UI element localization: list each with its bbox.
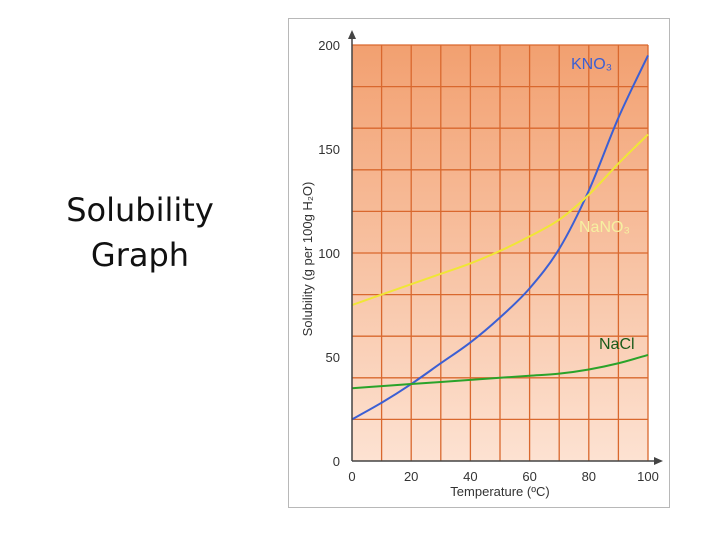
slide-title: Solubility Graph — [40, 188, 240, 278]
axes — [348, 30, 663, 465]
series-layer — [352, 54, 649, 421]
x-tick-label: 20 — [404, 469, 418, 484]
x-axis-arrow-icon — [654, 457, 663, 465]
x-tick-label: 0 — [348, 469, 355, 484]
series-label-nano3: NaNO₃ — [579, 219, 630, 236]
y-axis-arrow-icon — [348, 30, 356, 39]
series-label-kno3: KNO₃ — [571, 56, 612, 73]
x-tick-label: 100 — [637, 469, 659, 484]
gridlines — [352, 44, 649, 461]
y-tick-label: 0 — [333, 454, 340, 469]
series-labels: KNO₃ NaNO₃ NaCl — [571, 56, 635, 353]
y-tick-label: 200 — [318, 38, 340, 53]
slide-title-line-2: Graph — [90, 236, 190, 274]
series-line-nacl — [352, 353, 649, 390]
y-axis-label: Solubility (g per 100g H₂O) — [300, 182, 315, 337]
x-tick-label: 80 — [582, 469, 596, 484]
x-tick-label: 40 — [463, 469, 477, 484]
series-label-nacl: NaCl — [599, 336, 635, 353]
series-line-kno3 — [352, 54, 649, 421]
y-tick-label: 100 — [318, 246, 340, 261]
solubility-chart-frame: 0 20 40 60 80 100 0 50 100 150 200 Temperature (ºC… — [288, 18, 670, 508]
tick-labels: 0 20 40 60 80 100 0 50 100 150 200 — [318, 38, 659, 484]
x-tick-label: 60 — [522, 469, 536, 484]
x-axis-label: Temperature (ºC) — [450, 484, 549, 499]
slide-title-line-1: Solubility — [66, 191, 214, 229]
y-tick-label: 150 — [318, 142, 340, 157]
y-tick-label: 50 — [326, 350, 340, 365]
solubility-chart: 0 20 40 60 80 100 0 50 100 150 200 Temperature (ºC… — [300, 30, 663, 499]
series-line-nano3 — [352, 133, 649, 306]
